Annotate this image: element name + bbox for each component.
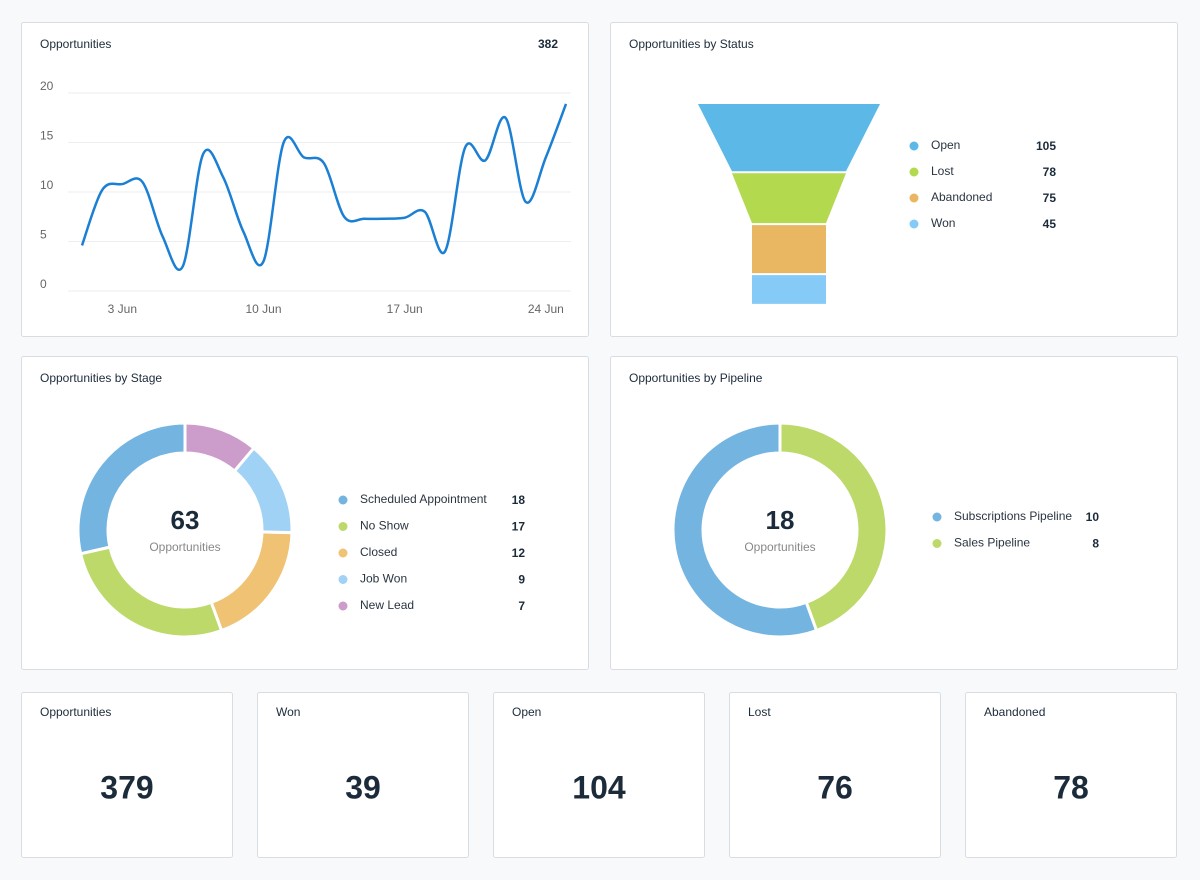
center-value: 63 <box>171 505 200 535</box>
kpi-card <box>257 692 469 858</box>
legend-label: Sales Pipeline <box>954 536 1030 550</box>
legend-value: 17 <box>512 520 526 534</box>
kpi-value: 78 <box>1053 769 1089 805</box>
panel <box>21 22 589 337</box>
legend-value: 7 <box>518 599 525 613</box>
panel-title: Opportunities <box>40 37 111 51</box>
kpi-value: 104 <box>572 769 626 805</box>
legend-value: 45 <box>1043 217 1057 231</box>
funnel-segment <box>752 225 826 274</box>
legend-dot <box>338 522 348 531</box>
y-tick-label: 15 <box>40 129 54 143</box>
panel <box>610 22 1178 337</box>
panel-title: Opportunities by Stage <box>40 371 162 385</box>
legend-label: Subscriptions Pipeline <box>954 509 1072 523</box>
donut-segment <box>183 421 256 474</box>
legend-value: 75 <box>1043 191 1057 205</box>
panel-title: Opportunities by Pipeline <box>629 371 763 385</box>
legend-value: 105 <box>1036 139 1056 153</box>
funnel-segment <box>698 104 880 172</box>
kpi-label: Open <box>512 705 541 719</box>
legend-dot <box>338 601 348 611</box>
legend-dot <box>909 167 919 177</box>
legend-label: Job Won <box>360 572 407 586</box>
donut-segment <box>671 421 819 639</box>
legend-dot <box>909 219 919 229</box>
kpi-card <box>965 692 1177 858</box>
legend-label: Won <box>931 216 955 230</box>
legend-value: 9 <box>518 573 525 587</box>
kpi-card <box>729 692 941 858</box>
legend-dot <box>932 512 942 522</box>
legend-label: Abandoned <box>931 190 992 204</box>
kpi-value: 76 <box>817 769 853 805</box>
kpi-card <box>21 692 233 858</box>
kpi-card <box>493 692 705 858</box>
legend-dot <box>909 193 919 203</box>
donut-segment <box>778 421 889 633</box>
legend-value: 18 <box>512 493 526 507</box>
y-tick-label: 20 <box>40 79 54 93</box>
legend-dot <box>909 141 919 151</box>
total: 382 <box>538 37 558 51</box>
kpi-label: Opportunities <box>40 705 111 719</box>
legend-value: 10 <box>1086 510 1100 524</box>
legend-dot <box>932 539 942 548</box>
legend-label: New Lead <box>360 598 414 612</box>
legend-label: Lost <box>931 164 954 178</box>
x-tick-label: 17 Jun <box>387 302 423 316</box>
legend-label: Open <box>931 138 960 152</box>
legend-label: Scheduled Appointment <box>360 492 487 506</box>
legend-label: No Show <box>360 519 409 533</box>
legend-dot <box>338 575 348 584</box>
legend-dot <box>338 548 348 558</box>
x-tick-label: 24 Jun <box>528 302 564 316</box>
funnel-segment <box>732 173 846 224</box>
kpi-label: Lost <box>748 705 771 719</box>
y-tick-label: 10 <box>40 178 54 192</box>
x-tick-label: 10 Jun <box>245 302 281 316</box>
center-label: Opportunities <box>149 540 220 554</box>
panel-title: Opportunities by Status <box>629 37 754 51</box>
legend-value: 78 <box>1043 165 1057 179</box>
kpi-label: Won <box>276 705 300 719</box>
kpi-value: 379 <box>100 769 153 805</box>
legend-value: 12 <box>512 546 526 560</box>
funnel-segment <box>752 275 826 304</box>
line <box>80 103 568 271</box>
legend-dot <box>338 495 348 505</box>
legend-value: 8 <box>1092 537 1099 551</box>
center-label: Opportunities <box>744 540 815 554</box>
center-value: 18 <box>766 505 795 535</box>
y-tick-label: 0 <box>40 277 47 291</box>
legend-label: Closed <box>360 545 397 559</box>
y-tick-label: 5 <box>40 228 47 242</box>
x-tick-label: 3 Jun <box>108 302 137 316</box>
kpi-value: 39 <box>345 769 381 805</box>
kpi-label: Abandoned <box>984 705 1045 719</box>
